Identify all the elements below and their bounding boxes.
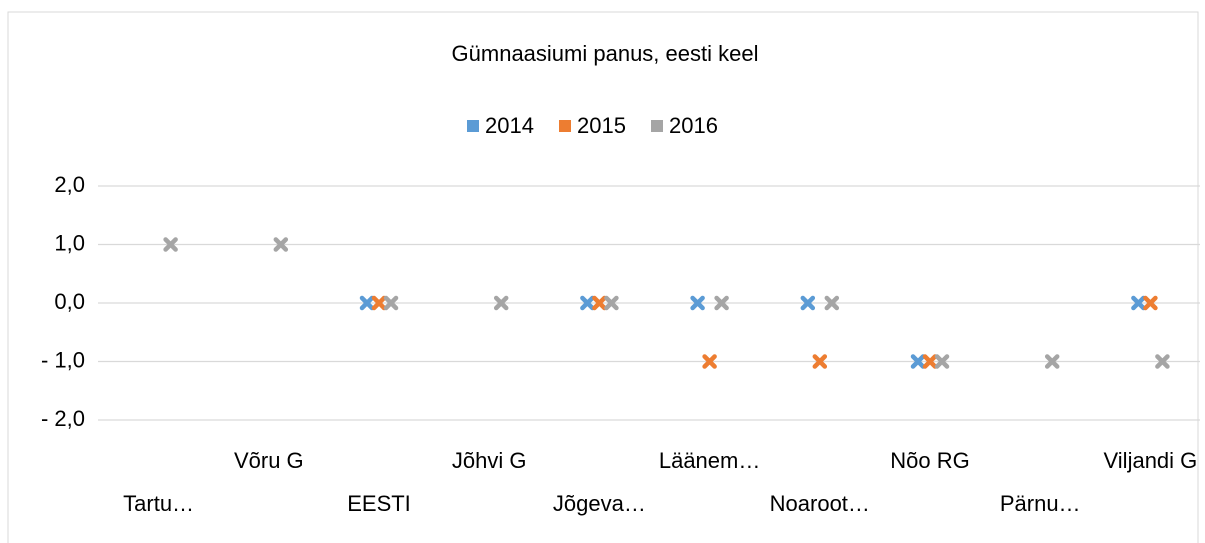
x-tick-label: EESTI xyxy=(347,491,411,516)
marker xyxy=(163,237,178,252)
marker xyxy=(273,237,289,252)
marker xyxy=(1044,354,1060,369)
x-tick-label: Viljandi G xyxy=(1104,448,1198,473)
x-tick-label: Tartu… xyxy=(123,491,194,516)
legend-swatch xyxy=(559,120,571,132)
legend-label: 2015 xyxy=(577,113,626,138)
x-tick-label: Jõhvi G xyxy=(452,448,527,473)
marker xyxy=(359,295,375,311)
marker xyxy=(934,354,950,369)
x-tick-label: Jõgeva… xyxy=(553,491,646,516)
legend-swatch xyxy=(651,120,663,132)
marker xyxy=(702,354,717,369)
y-tick-label: - 2,0 xyxy=(41,406,85,431)
legend-label: 2014 xyxy=(485,113,534,138)
y-tick-label: 2,0 xyxy=(54,172,85,197)
legend-label: 2016 xyxy=(669,113,718,138)
x-tick-label: Noaroot… xyxy=(770,491,870,516)
marker xyxy=(1155,354,1170,369)
marker xyxy=(371,295,387,311)
x-tick-label: Pärnu… xyxy=(1000,491,1081,516)
marker xyxy=(690,295,705,311)
marker xyxy=(714,295,729,311)
marker xyxy=(383,295,399,311)
x-tick-label: Läänem… xyxy=(659,448,761,473)
marker xyxy=(592,295,607,311)
legend-swatch xyxy=(467,120,479,132)
marker xyxy=(812,354,828,369)
chart-title: Gümnaasiumi panus, eesti keel xyxy=(452,41,759,66)
marker xyxy=(910,354,926,369)
chart-frame xyxy=(7,11,1199,543)
marker xyxy=(922,354,938,369)
y-tick-label: 0,0 xyxy=(54,289,85,314)
marker xyxy=(1131,295,1146,311)
marker xyxy=(1143,295,1158,311)
marker xyxy=(824,295,840,311)
x-tick-label: Võru G xyxy=(234,448,304,473)
y-tick-label: - 1,0 xyxy=(41,347,85,372)
marker xyxy=(800,295,816,311)
y-tick-label: 1,0 xyxy=(54,230,85,255)
marker xyxy=(604,295,619,311)
x-tick-label: Nõo RG xyxy=(890,448,969,473)
marker xyxy=(580,295,595,311)
marker xyxy=(493,295,509,311)
